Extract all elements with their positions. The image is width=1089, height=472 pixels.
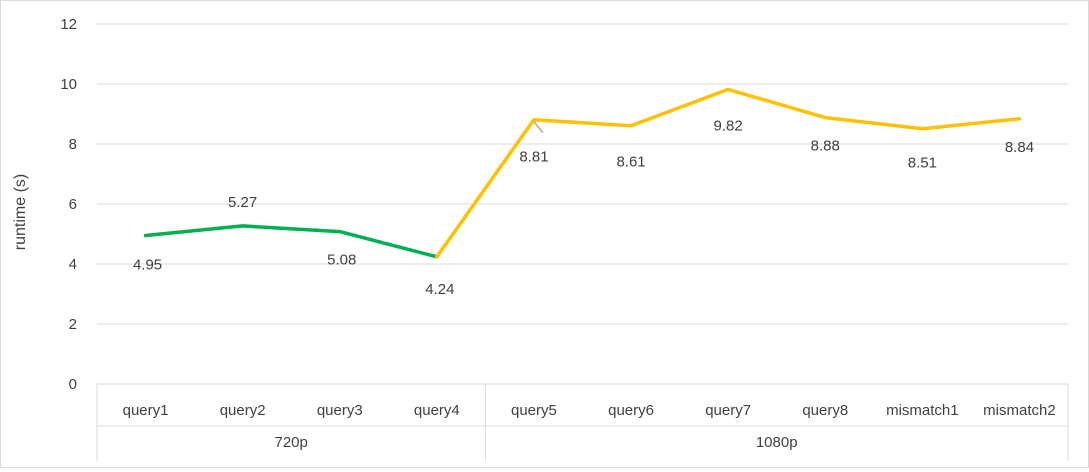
x-group-label: 1080p bbox=[756, 434, 798, 451]
gridlines bbox=[97, 23, 1068, 385]
x-category-label: query7 bbox=[705, 402, 751, 419]
y-tick-label: 0 bbox=[69, 376, 77, 393]
x-category-label: query3 bbox=[317, 402, 363, 419]
x-category-label: query8 bbox=[802, 402, 848, 419]
x-category-label: mismatch2 bbox=[983, 402, 1056, 419]
series-lines bbox=[143, 87, 1022, 259]
y-tick-label: 4 bbox=[69, 256, 77, 273]
data-label: 5.08 bbox=[327, 252, 356, 269]
x-category-label: mismatch1 bbox=[886, 402, 959, 419]
y-tick-label: 12 bbox=[60, 16, 77, 33]
data-label: 8.88 bbox=[811, 138, 840, 155]
data-label: 8.51 bbox=[908, 155, 937, 172]
data-label: 8.61 bbox=[616, 154, 645, 171]
y-tick-label: 10 bbox=[60, 76, 77, 93]
series-line-segment bbox=[435, 87, 1022, 259]
x-group-label: 720p bbox=[275, 434, 308, 451]
series-line-segment bbox=[143, 224, 439, 259]
data-labels: 4.95 5.27 5.08 4.24 8.81 8.61 9.82 8.88 8.51 8.84 bbox=[133, 117, 1034, 297]
x-category-label: query4 bbox=[414, 402, 460, 419]
x-category-label: query6 bbox=[608, 402, 654, 419]
y-axis-title: runtime (s) bbox=[12, 174, 29, 250]
data-label: 8.81 bbox=[519, 149, 548, 166]
y-tick-label: 6 bbox=[69, 196, 77, 213]
y-tick-label: 8 bbox=[69, 136, 77, 153]
data-label: 9.82 bbox=[714, 117, 743, 134]
axes: 0 2 4 6 8 10 12 query1 query2 query3 query4 query5 q… bbox=[60, 16, 1069, 461]
y-tick-label: 2 bbox=[69, 316, 77, 333]
data-label: 5.27 bbox=[228, 194, 257, 211]
data-label-leader bbox=[533, 121, 544, 134]
data-label: 4.24 bbox=[425, 281, 454, 298]
x-category-label: query5 bbox=[511, 402, 557, 419]
x-category-label: query1 bbox=[123, 402, 169, 419]
data-label: 8.84 bbox=[1005, 139, 1034, 156]
data-label: 4.95 bbox=[133, 257, 162, 274]
x-category-label: query2 bbox=[220, 402, 266, 419]
